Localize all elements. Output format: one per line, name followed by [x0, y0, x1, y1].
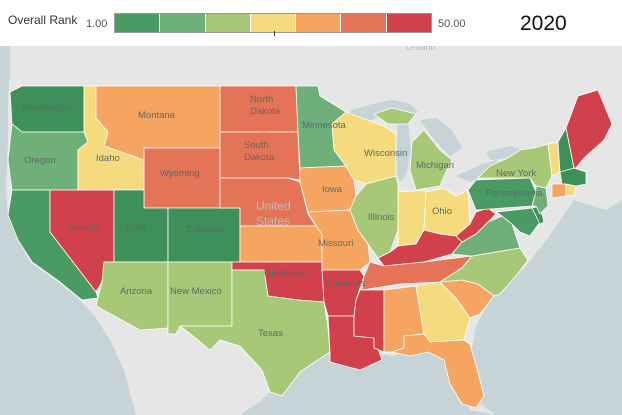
- states: [7, 85, 613, 409]
- lake-michigan: [394, 120, 411, 182]
- lake-ontario: [486, 146, 522, 160]
- legend-swatch-3: [205, 14, 251, 32]
- legend-swatch-7: [386, 14, 431, 32]
- country-label-1: United: [256, 199, 291, 213]
- label-UT: Utah: [126, 222, 146, 233]
- legend-title: Overall Rank: [8, 13, 78, 27]
- label-IA: Iowa: [322, 184, 343, 195]
- label-NM: New Mexico: [170, 286, 222, 297]
- state-WV[interactable]: [455, 207, 497, 243]
- legend-swatch-4: [250, 14, 297, 32]
- label-OH: Ohio: [432, 206, 452, 217]
- ontario-label: Ontario: [406, 42, 436, 52]
- state-MA[interactable]: [559, 167, 587, 187]
- state-FL[interactable]: [391, 333, 485, 409]
- legend-swatch-6: [341, 14, 387, 32]
- label-ND-1: North: [250, 94, 273, 105]
- label-AR: Arkansas: [326, 278, 366, 289]
- label-ID: Idaho: [96, 153, 120, 164]
- state-KS[interactable]: [239, 225, 323, 263]
- state-CT[interactable]: [551, 183, 567, 199]
- state-NM[interactable]: [167, 261, 233, 335]
- label-IL: Illinois: [368, 212, 395, 223]
- legend-panel: Overall Rank 1.00 50.00 2020: [0, 0, 622, 46]
- state-NJ[interactable]: [531, 185, 549, 215]
- label-AZ: Arizona: [120, 286, 153, 297]
- legend-max-label: 50.00: [438, 18, 466, 30]
- label-TX: Texas: [258, 328, 283, 339]
- state-NC[interactable]: [439, 247, 529, 297]
- label-OR: Oregon: [24, 155, 56, 166]
- label-SD-1: South: [244, 140, 269, 151]
- country-label-2: States: [256, 214, 290, 228]
- label-NY: New York: [496, 168, 536, 179]
- label-NV: Nevada: [68, 222, 101, 233]
- label-CO: Colorado: [186, 224, 225, 235]
- legend-tick-mark: [274, 31, 275, 36]
- legend-swatch-2: [160, 14, 206, 32]
- state-RI[interactable]: [565, 183, 577, 197]
- lake-huron: [420, 118, 462, 156]
- label-OK: Oklahoma: [264, 268, 308, 279]
- label-WY: Wyoming: [160, 168, 200, 179]
- year-label: 2020: [520, 12, 567, 35]
- label-MI: Michigan: [416, 160, 454, 171]
- label-WI: Wisconsin: [364, 148, 407, 159]
- legend-color-scale[interactable]: [114, 13, 432, 33]
- legend-swatch-5: [296, 14, 342, 32]
- state-MI[interactable]: [373, 107, 453, 191]
- label-SD-2: Dakota: [244, 152, 275, 163]
- lake-erie: [456, 160, 498, 182]
- state-labels: Washington Oregon Nevada Idaho Montana W…: [22, 42, 543, 339]
- pacific-ocean: [0, 46, 136, 415]
- atlantic-ocean: [470, 200, 622, 415]
- legend-swatch-1: [115, 14, 161, 32]
- state-TX[interactable]: [179, 269, 331, 397]
- label-MN: Minnesota: [302, 120, 347, 131]
- legend-min-label: 1.00: [86, 18, 108, 30]
- label-MO: Missouri: [318, 238, 353, 249]
- label-WA: Washington: [22, 102, 72, 113]
- state-SD[interactable]: [219, 131, 301, 181]
- label-PA: Pennsylvania: [486, 188, 543, 199]
- state-CO[interactable]: [167, 207, 241, 263]
- label-MT: Montana: [138, 110, 176, 121]
- label-ND-2: Dakota: [250, 106, 281, 117]
